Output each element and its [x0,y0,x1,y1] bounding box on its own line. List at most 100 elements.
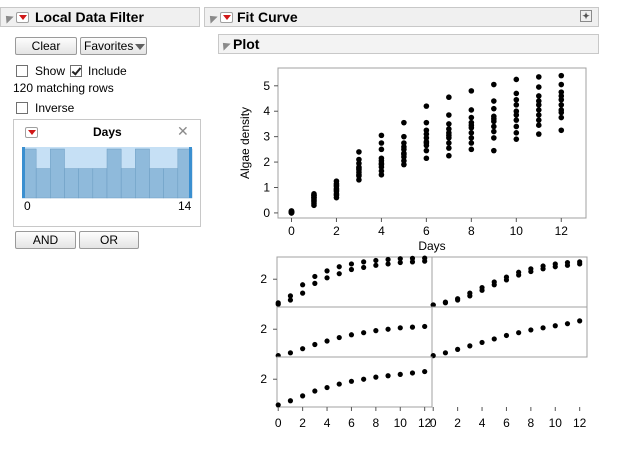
data-point [336,271,342,277]
y-tick-label: 4 [263,104,270,118]
data-point [468,146,475,153]
include-checkbox[interactable] [70,65,82,77]
data-point [540,325,546,331]
data-point [423,103,430,109]
data-point [348,332,355,338]
data-point [300,282,306,288]
data-point [275,301,281,307]
data-point [564,321,571,327]
favorites-dropdown[interactable]: Favorites [80,37,147,55]
data-point [540,266,546,272]
x-tick-label: 6 [503,416,510,430]
data-point [373,328,379,334]
data-point [356,165,362,172]
data-point [564,262,571,268]
pin-icon[interactable]: ✦ [580,10,592,22]
data-point [422,258,428,264]
data-point [468,114,475,121]
days-histogram[interactable] [22,147,194,199]
data-point [401,133,407,140]
red-triangle-menu-icon[interactable] [25,127,38,138]
data-point [513,90,520,97]
data-point [378,155,385,162]
data-point [333,192,340,198]
y-tick-label: 0 [263,206,270,220]
and-button[interactable]: AND [15,231,76,249]
data-point [516,272,522,278]
histogram-bar [106,148,122,199]
show-checkbox[interactable] [16,65,28,77]
include-label: Include [88,64,127,78]
data-point [356,171,362,178]
y-tick-label: 2 [260,322,267,336]
data-point [467,343,473,349]
x-axis-label: Days [418,239,445,253]
data-point [422,368,428,375]
range-handle-left[interactable] [22,147,25,198]
small-plot-frame [276,256,433,308]
data-point [491,336,497,342]
data-point [468,88,475,94]
data-point [385,256,391,263]
range-max-label: 14 [178,199,192,213]
or-button[interactable]: OR [79,231,139,249]
data-point [491,128,497,135]
days-filter-card: Days ✕ 0 14 [13,119,201,227]
red-triangle-menu-icon[interactable] [220,12,233,23]
close-icon[interactable]: ✕ [177,123,189,139]
x-tick-label: 0 [275,416,282,430]
data-point [401,151,407,158]
data-point [336,334,342,341]
data-point [491,282,497,288]
data-point [361,330,367,336]
inverse-checkbox[interactable] [16,102,28,114]
data-point [423,119,430,126]
disclosure-icon[interactable] [219,39,231,51]
data-point [397,256,403,262]
data-point [468,122,475,129]
data-point [446,140,452,146]
data-point [311,202,317,209]
data-point [491,135,497,141]
data-point [300,346,306,352]
y-tick-label: 2 [260,372,267,386]
data-point [409,324,416,330]
data-point [356,156,362,163]
disclosure-icon[interactable] [2,12,14,24]
data-point [535,131,542,137]
data-point [446,94,452,101]
data-point [361,259,367,265]
clear-button[interactable]: Clear [15,37,77,55]
data-point [468,135,475,141]
data-point [513,123,520,130]
data-point [535,107,542,113]
data-point [288,209,295,215]
red-triangle-menu-icon[interactable] [16,12,29,23]
data-point [535,122,542,129]
data-point [442,350,449,356]
small-plot-frame [276,356,433,408]
data-point [513,130,520,136]
days-filter-title: Days [93,125,122,139]
data-point [324,338,330,344]
data-point [409,259,416,265]
data-point [401,140,407,146]
data-point [577,261,583,267]
data-point [287,293,294,299]
disclosure-icon[interactable] [206,12,218,24]
data-point [503,332,510,339]
data-point [397,371,403,377]
data-point [479,339,485,346]
data-point [378,140,385,146]
data-point [287,350,294,356]
histogram-bar [120,168,136,199]
x-tick-label: 12 [555,224,569,238]
data-point [409,370,416,376]
data-point [430,302,436,308]
x-tick-label: 0 [430,416,437,430]
range-handle-right[interactable] [189,147,192,198]
data-point [455,297,461,303]
x-tick-label: 2 [454,416,461,430]
data-point [423,140,430,146]
